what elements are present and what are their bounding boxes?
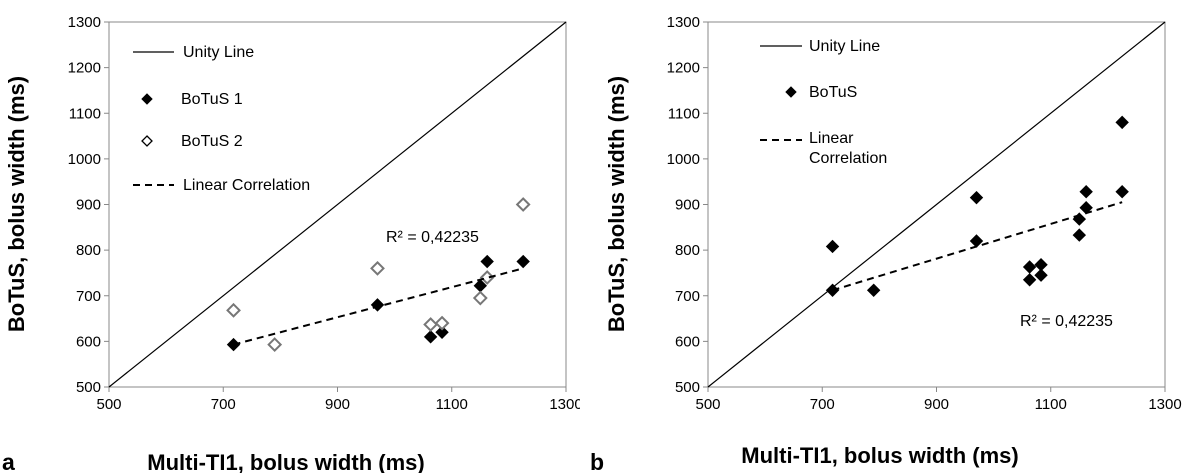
- y-tick-label: 1000: [667, 151, 700, 168]
- y-tick-label: 1100: [668, 105, 700, 122]
- panel-a-r-squared-annotation: R² = 0,42235: [386, 229, 479, 246]
- x-tick-label: 500: [96, 396, 121, 413]
- botus-point: [1115, 185, 1129, 199]
- y-tick-label: 900: [675, 197, 700, 214]
- linear-correlation-line: [233, 267, 524, 346]
- botus-1-point: [480, 254, 494, 269]
- botus-1-point: [435, 325, 449, 339]
- legend-filled-diamond-swatch: [785, 86, 797, 98]
- x-tick-label: 700: [211, 396, 236, 413]
- botus-2-point: [479, 270, 495, 285]
- botus-2-point: [434, 315, 450, 331]
- y-tick-label: 1200: [68, 60, 101, 77]
- y-tick-label: 500: [675, 379, 700, 396]
- botus-point: [1022, 273, 1037, 287]
- y-tick-label: 900: [76, 197, 101, 214]
- botus-point: [825, 239, 840, 254]
- x-tick-label: 700: [810, 396, 835, 413]
- x-tick-label: 1300: [549, 396, 582, 413]
- x-tick-label: 1100: [1035, 396, 1067, 413]
- unity-line-line: [108, 21, 567, 388]
- botus-1-point: [516, 254, 530, 269]
- panel-a: a Multi-TI1, bolus width (ms) BoTuS, bol…: [0, 0, 583, 473]
- botus-2-point: [267, 337, 283, 352]
- botus-point: [1115, 115, 1129, 130]
- botus-point: [969, 190, 984, 205]
- botus-point: [1022, 260, 1037, 274]
- x-tick-label: 1300: [1148, 396, 1181, 413]
- botus-point: [866, 283, 881, 297]
- panel-a-legend: Unity Line BoTuS 1 BoTuS 2 Linear Correl…: [181, 44, 310, 194]
- legend-label-unity-line: Unity Line: [809, 38, 880, 55]
- panel-b: b Multi-TI1, bolus width (ms) BoTuS, bol…: [580, 0, 1184, 473]
- y-tick-label: 500: [76, 379, 101, 396]
- panel-b-plot-area: 500 600 700 800 900 1000 1100 1200 1300 500 700 900…: [667, 14, 1182, 413]
- x-tick-label: 900: [325, 396, 350, 413]
- panel-b-r-squared-annotation: R² = 0,42235: [1020, 313, 1113, 330]
- legend-label-botus: BoTuS: [809, 84, 857, 101]
- legend-open-diamond-swatch: [141, 135, 153, 147]
- panel-a-y-axis-title: BoTuS, bolus width (ms): [4, 76, 29, 332]
- botus-1-point: [423, 330, 438, 344]
- y-tick-label: 1300: [68, 14, 101, 31]
- botus-2-point: [423, 317, 439, 332]
- y-tick-label: 1300: [667, 14, 700, 31]
- botus-2-point: [226, 302, 241, 318]
- linear-correlation-line: [832, 201, 1123, 292]
- botus-2-point: [472, 290, 488, 306]
- legend-label-botus-1: BoTuS 1: [181, 91, 243, 108]
- legend-label-correlation: Correlation: [809, 150, 887, 167]
- y-tick-label: 1100: [69, 105, 101, 122]
- botus-point: [1079, 185, 1093, 199]
- x-tick-label: 900: [924, 396, 949, 413]
- panel-b-legend: Unity Line BoTuS Linear Correlation: [809, 38, 887, 167]
- unity-line-line: [707, 21, 1166, 388]
- legend-label-botus-2: BoTuS 2: [181, 133, 243, 150]
- botus-point: [1034, 268, 1048, 282]
- legend-filled-diamond-swatch: [141, 93, 153, 105]
- y-tick-label: 1000: [68, 151, 101, 168]
- botus-1-point: [370, 298, 385, 312]
- panel-a-background: [0, 0, 580, 473]
- botus-2-point: [370, 260, 385, 276]
- botus-2-point: [515, 197, 531, 212]
- x-tick-label: 1100: [436, 396, 468, 413]
- y-tick-label: 800: [76, 242, 101, 259]
- y-tick-label: 700: [76, 288, 101, 305]
- panel-a-label: a: [2, 449, 15, 473]
- x-tick-label: 500: [695, 396, 720, 413]
- y-tick-label: 600: [76, 333, 101, 350]
- y-tick-label: 700: [675, 288, 700, 305]
- panel-b-y-axis-title: BoTuS, bolus width (ms): [604, 76, 629, 332]
- panel-a-x-axis-title: Multi-TI1, bolus width (ms): [147, 450, 424, 473]
- panel-b-x-axis-title: Multi-TI1, bolus width (ms): [741, 443, 1018, 468]
- legend-label-linear-correlation: Linear Correlation: [183, 177, 310, 194]
- y-tick-label: 800: [675, 242, 700, 259]
- y-tick-label: 600: [675, 333, 700, 350]
- legend-label-unity-line: Unity Line: [183, 44, 254, 61]
- botus-point: [1072, 228, 1087, 242]
- y-tick-label: 1200: [667, 60, 700, 77]
- panel-a-plot-area: 500 600 700 800 900 1000 1100 1200 1300 500 700 900…: [68, 14, 583, 413]
- legend-label-linear: Linear: [809, 130, 854, 147]
- panel-b-label: b: [590, 449, 604, 473]
